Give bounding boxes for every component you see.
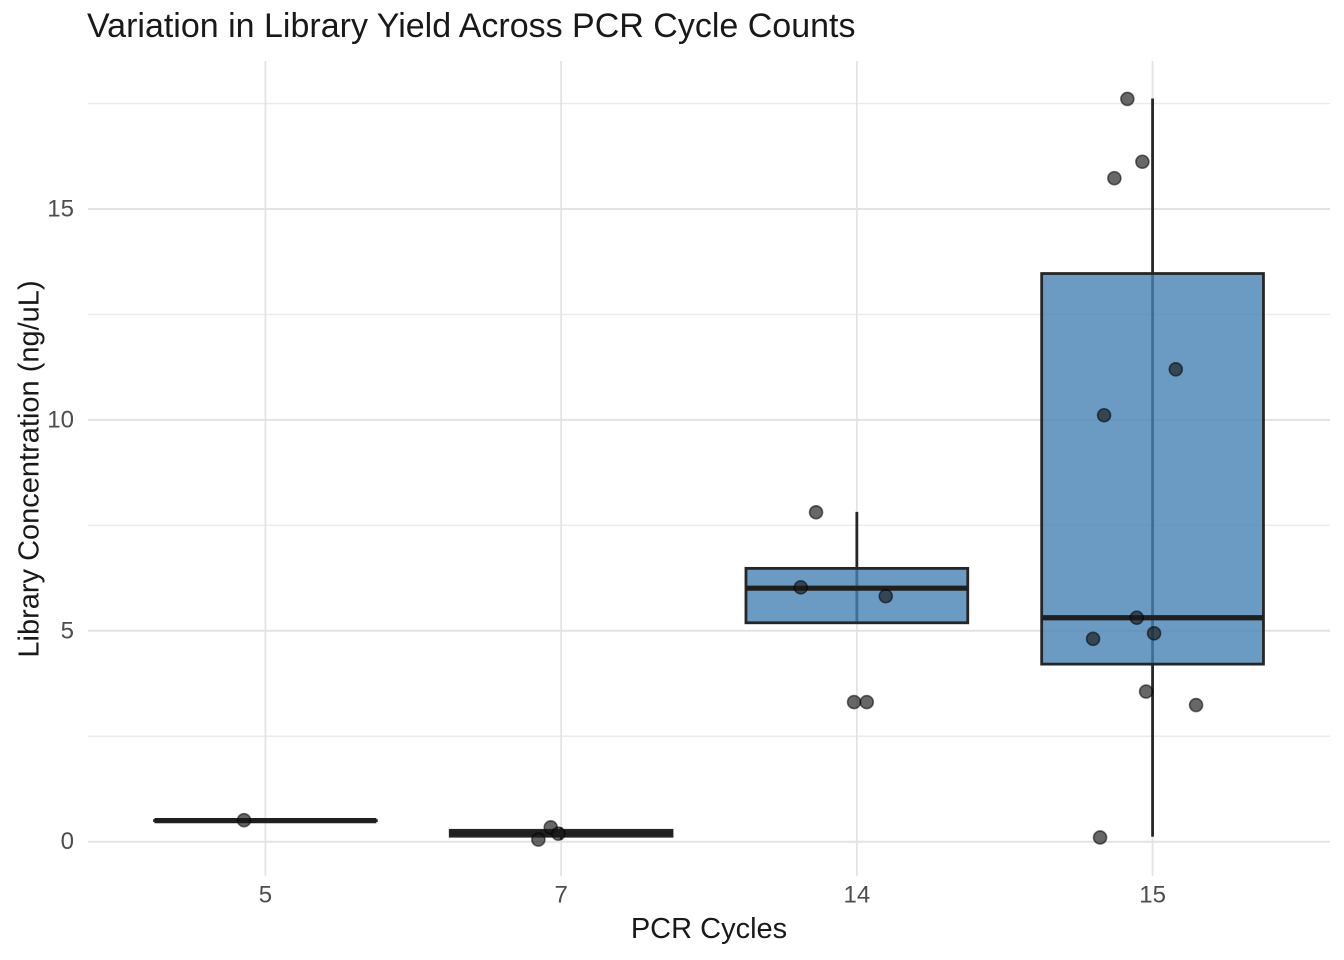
jitter-point [1138, 684, 1154, 699]
y-tick-label: 0 [61, 828, 74, 855]
jitter-point [1085, 631, 1101, 647]
x-tick-label: 15 [1139, 882, 1166, 909]
jitter-point [1135, 154, 1150, 170]
jitter-point [1096, 407, 1112, 423]
jitter-point [1120, 91, 1135, 107]
y-axis-title: Library Concentration (ng/uL) [13, 280, 46, 658]
jitter-point [236, 812, 252, 828]
box-15 [1040, 272, 1265, 666]
y-tick-label: 5 [61, 617, 74, 644]
y-tick-label: 15 [47, 196, 74, 223]
y-tick-label: 10 [47, 406, 74, 433]
jitter-point [551, 826, 566, 841]
jitter-point [1146, 626, 1162, 641]
jitter-point [808, 504, 824, 520]
jitter-point [1188, 697, 1204, 713]
jitter-point [1168, 361, 1184, 377]
jitter-point [859, 694, 875, 710]
jitter-point [1129, 610, 1145, 626]
x-tick-label: 14 [844, 882, 871, 909]
jitter-point [793, 580, 809, 595]
chart-title: Variation in Library Yield Across PCR Cy… [87, 7, 856, 45]
jitter-point [878, 588, 894, 604]
jitter-point [846, 694, 862, 710]
jitter-point [531, 832, 546, 847]
jitter-point [1107, 170, 1122, 186]
jitter-point [1092, 830, 1108, 845]
x-tick-label: 7 [554, 882, 567, 909]
box-14 [744, 566, 970, 625]
x-axis-title: PCR Cycles [630, 913, 788, 945]
x-tick-label: 5 [259, 882, 272, 909]
